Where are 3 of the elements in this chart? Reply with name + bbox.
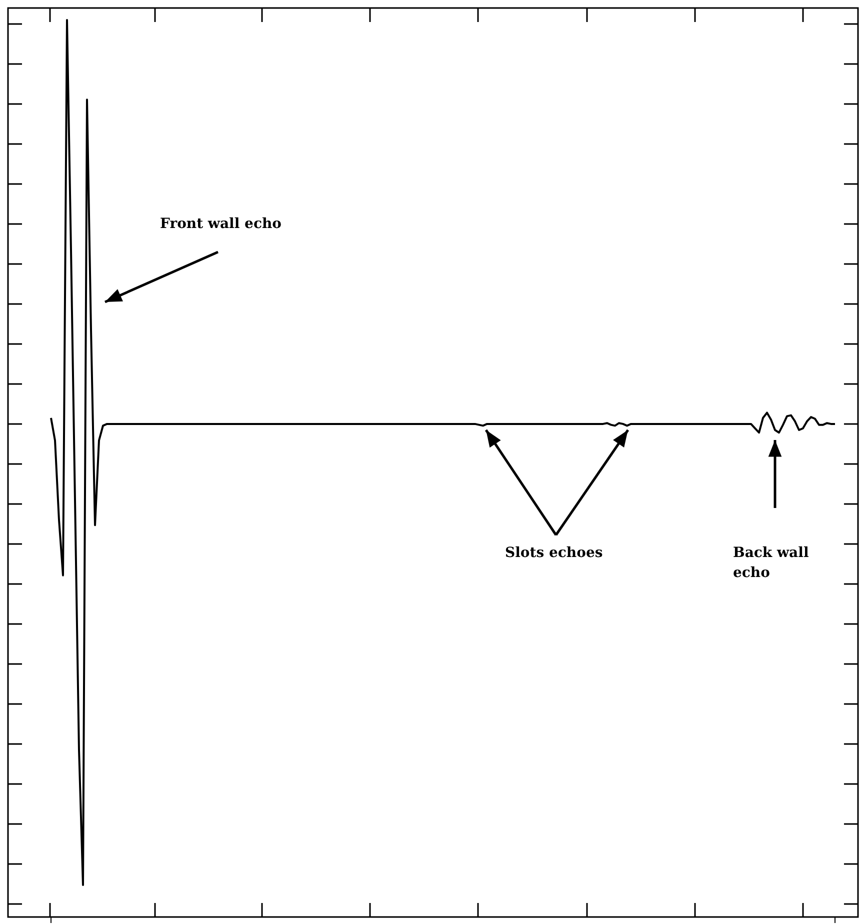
annotation: Slots echoes bbox=[505, 545, 603, 561]
annotation: Back wall echo bbox=[733, 545, 809, 581]
annotation: Front wall echo bbox=[160, 216, 282, 232]
